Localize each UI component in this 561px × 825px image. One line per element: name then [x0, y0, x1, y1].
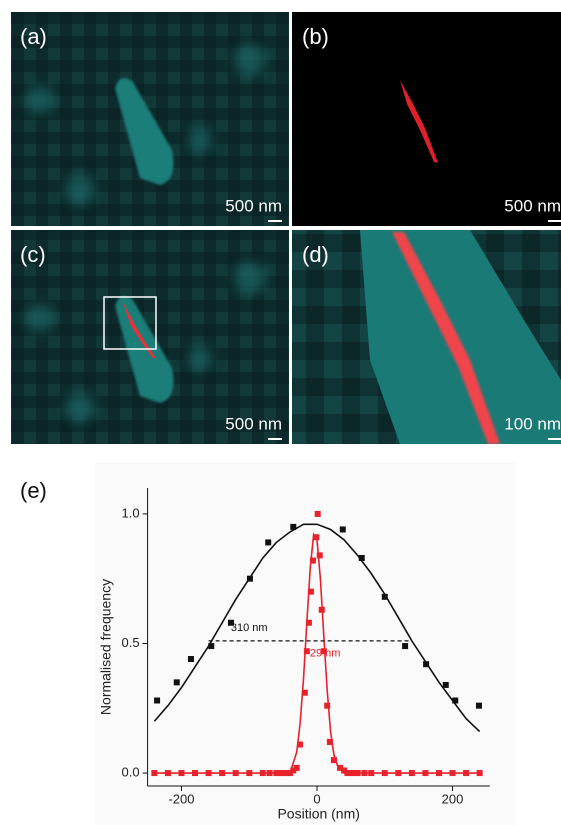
panel-a-image [11, 12, 289, 226]
x-tick-label: -200 [168, 791, 194, 806]
data-point [351, 770, 358, 777]
data-point [154, 697, 161, 704]
data-point [301, 689, 308, 696]
scale-label: 500 nm [504, 196, 561, 215]
data-point [307, 588, 314, 595]
data-point [423, 661, 430, 668]
data-point [337, 764, 344, 771]
data-point [313, 534, 320, 541]
x-tick-label: 0 [313, 791, 320, 806]
scale-bar [268, 438, 282, 440]
panel-d-image [292, 230, 561, 444]
data-point [402, 643, 409, 650]
data-point [290, 767, 297, 774]
y-tick-label: 1.0 [122, 505, 140, 520]
data-point [283, 770, 290, 777]
data-point [227, 619, 234, 626]
data-point [326, 738, 333, 745]
scale-bar [268, 220, 282, 222]
data-point [205, 770, 212, 777]
scale-label: 500 nm [225, 414, 282, 433]
data-point [347, 770, 354, 777]
data-point [187, 656, 194, 663]
annotation: 29 nm [310, 648, 341, 660]
data-point [381, 593, 388, 600]
scale-bar [548, 438, 561, 440]
data-point [449, 770, 456, 777]
data-point [219, 770, 226, 777]
panel-label: (a) [20, 24, 47, 49]
data-point [192, 770, 199, 777]
panel-b-image [292, 12, 561, 226]
data-point [463, 770, 470, 777]
annotation: 310 nm [231, 622, 268, 634]
data-point [314, 510, 321, 517]
data-point [297, 741, 304, 748]
panel-c-image [11, 230, 289, 444]
x-tick-label: 200 [442, 791, 464, 806]
data-point [344, 770, 351, 777]
y-axis-label: Normalised frequency [98, 579, 114, 715]
data-point [232, 770, 239, 777]
data-point [354, 770, 361, 777]
data-point [476, 770, 483, 777]
data-point [475, 702, 482, 709]
data-point [435, 770, 442, 777]
data-point [178, 770, 185, 777]
data-point [246, 770, 253, 777]
data-point [208, 643, 215, 650]
x-axis-label: Position (nm) [277, 806, 359, 822]
data-point [286, 770, 293, 777]
panel-label: (e) [20, 478, 47, 503]
data-point [276, 770, 283, 777]
data-point [442, 681, 449, 688]
data-point [330, 757, 337, 764]
data-point [339, 526, 346, 533]
data-point [246, 575, 253, 582]
data-point [173, 679, 180, 686]
panel-label: (b) [302, 24, 329, 49]
scale-label: 100 nm [504, 414, 561, 433]
data-point [273, 770, 280, 777]
data-point [265, 539, 272, 546]
scale-bar [548, 220, 561, 222]
data-point [368, 770, 375, 777]
filament [400, 80, 438, 163]
y-tick-label: 0.5 [122, 635, 140, 650]
data-point [316, 552, 323, 559]
panel-label: (c) [20, 242, 46, 267]
data-point [280, 770, 287, 777]
y-tick-label: 0.0 [122, 764, 140, 779]
data-point [259, 770, 266, 777]
scale-label: 500 nm [225, 196, 282, 215]
data-point [358, 554, 365, 561]
data-point [452, 697, 459, 704]
panel-label: (d) [302, 242, 329, 267]
data-point [305, 619, 312, 626]
data-point [303, 648, 310, 655]
data-point [290, 523, 297, 530]
data-point [381, 770, 388, 777]
data-point [320, 648, 327, 655]
data-point [318, 606, 325, 613]
data-point [361, 770, 368, 777]
data-point [164, 770, 171, 777]
data-point [266, 770, 273, 777]
data-point [151, 770, 158, 777]
data-point [341, 767, 348, 774]
data-point [422, 770, 429, 777]
data-point [408, 770, 415, 777]
data-point [309, 557, 316, 564]
data-point [293, 764, 300, 771]
data-point [395, 770, 402, 777]
data-point [324, 702, 331, 709]
chart: -200 0 200 0.0 0.5 1.0 Position (nm) Normalised… [98, 488, 490, 822]
